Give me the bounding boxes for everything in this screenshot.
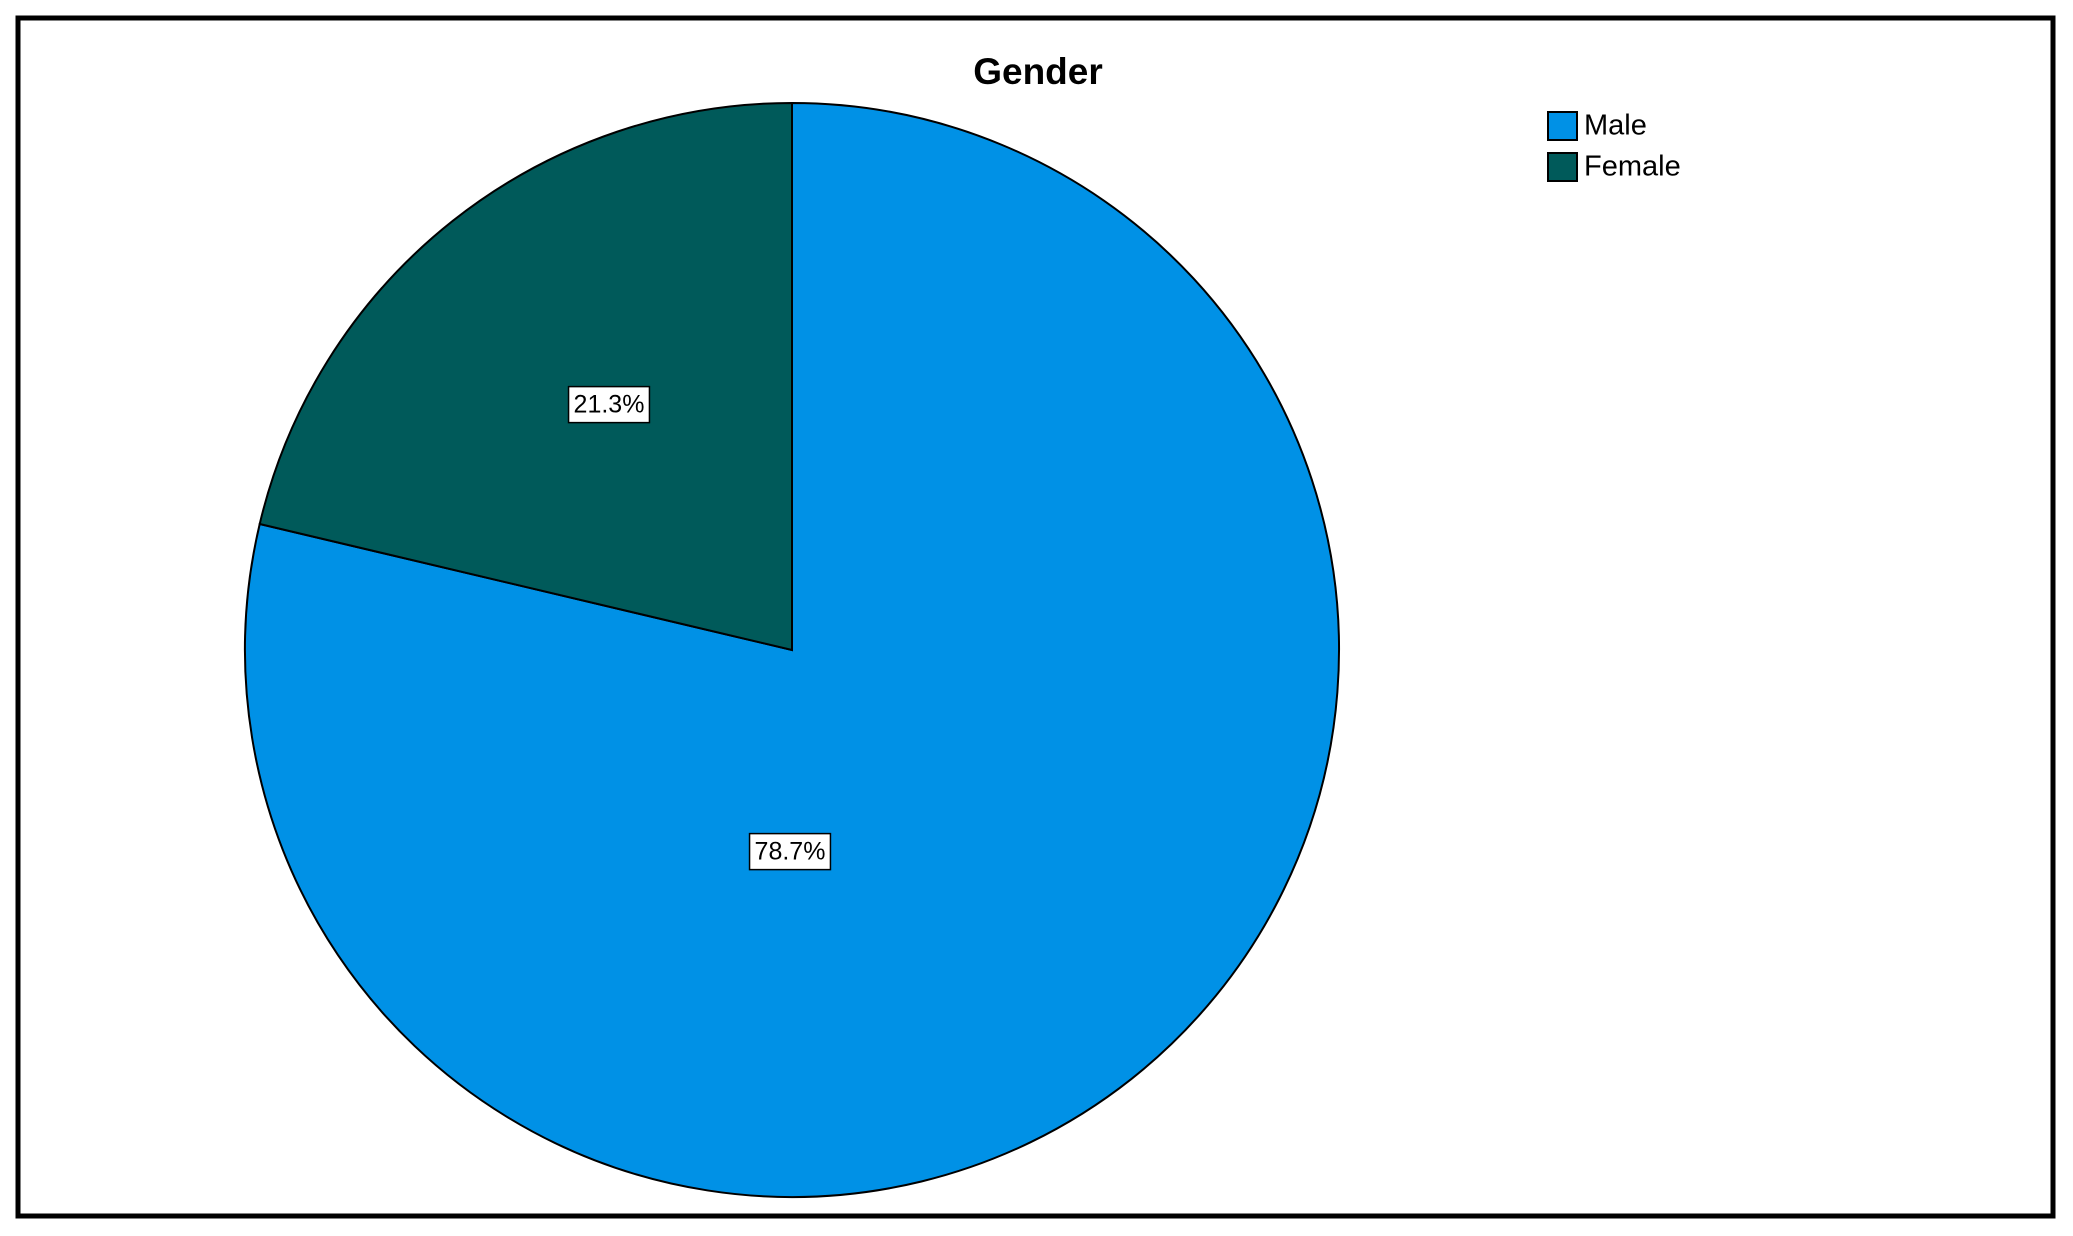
legend-label: Male [1584,110,1647,142]
frame [15,15,2056,1219]
data-label-box [567,385,651,424]
legend-swatch [1547,111,1578,141]
legend-swatch [1547,152,1578,182]
chart-title: Gender [973,51,1103,92]
data-label-box [748,832,832,871]
data-label: 78.7% [755,838,826,866]
legend-label: Female [1584,151,1681,183]
data-label: 21.3% [574,391,645,419]
pie-slice [258,101,793,652]
